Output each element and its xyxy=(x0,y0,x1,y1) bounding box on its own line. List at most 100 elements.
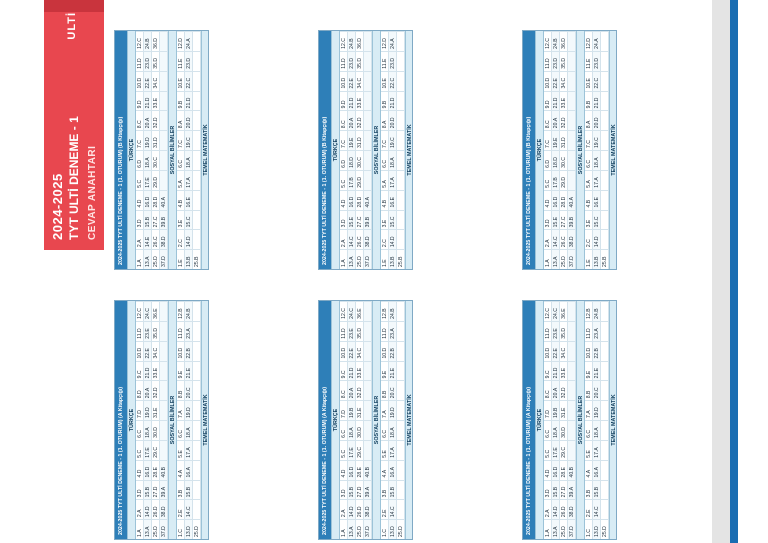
answer-cell: 3.E xyxy=(177,209,184,230)
answer-cell: 11.E xyxy=(585,50,592,71)
answer-cell: 11.D xyxy=(381,320,388,341)
answer-cell: 18.A xyxy=(593,420,600,440)
answer-cell: 11.D xyxy=(136,50,143,71)
answer-cell: 21.D xyxy=(389,90,396,111)
answer-cell: 31.E xyxy=(356,400,363,421)
answer-cell: 26.D xyxy=(560,499,567,520)
answer-row: 25.D xyxy=(601,301,609,539)
answer-row: 1.A 2.A 3.D 4.D 5.C 6.D 7.C 8.C 9.D 10.D 11.D 12.C xyxy=(136,31,144,269)
answer-cell: 5.A xyxy=(381,169,388,190)
answer-cell xyxy=(601,420,608,440)
answer-row: 25.D 26.D 27.D 28.E 29.C 30.D 31.E 32.D 33.E 34.C… xyxy=(560,301,568,539)
answer-cell xyxy=(568,360,575,381)
answer-cell: 5.A xyxy=(177,169,184,190)
answer-cell xyxy=(397,130,404,151)
answer-cell: 3.B xyxy=(381,479,388,500)
section-heading: SOSYAL BİLİMLER xyxy=(372,301,381,539)
answer-cell: 1.A xyxy=(544,249,551,269)
answer-row: 1.C 2.E 3.B 4.A 5.E 6.C 7.A 8.B 9.E 10.D 11.D 12.B xyxy=(177,301,185,539)
answer-cell: 18.A xyxy=(144,420,151,440)
answer-cell: 23.D xyxy=(552,50,559,71)
answer-cell: 15.B xyxy=(144,479,151,500)
answer-cell: 17.E xyxy=(552,439,559,460)
cover-band: 2024-2025 TYT ULTİ DENEME - 1 CEVAP ANAH… xyxy=(44,0,104,250)
answer-cell: 17.E xyxy=(348,439,355,460)
answer-cell: 39.A xyxy=(160,479,167,500)
answer-cell: 33.E xyxy=(152,90,159,111)
answer-row: 13.B 14.D 15.C 16.E 17.A 18.A 19.C 20.D 21.D 22.C… xyxy=(593,31,601,269)
answer-cell: 6.C xyxy=(585,420,592,440)
answer-cell: 21.D xyxy=(552,360,559,381)
answer-cell xyxy=(568,31,575,51)
answer-cell: 1.A xyxy=(544,519,551,539)
answer-cell: 24.B xyxy=(185,301,192,321)
answer-cell xyxy=(397,301,404,321)
answer-cell: 13.D xyxy=(593,519,600,539)
answer-row: 25.D xyxy=(397,301,405,539)
answer-cell: 20.D xyxy=(389,110,396,131)
answer-cell: 37.D xyxy=(364,249,371,269)
answer-cell xyxy=(568,320,575,341)
answer-cell: 16.E xyxy=(593,189,600,210)
answer-cell: 34.C xyxy=(152,340,159,361)
answer-cell: 34.C xyxy=(356,70,363,91)
answer-cell: 25.D xyxy=(397,519,404,539)
answer-row: 1.C 2.E 3.B 4.A 5.E 6.C 7.A 8.B 9.E 10.D 11.D 12.B xyxy=(585,301,593,539)
answer-cell: 25.D xyxy=(560,519,567,539)
answer-cell: 6.D xyxy=(544,150,551,170)
answer-cell xyxy=(601,169,608,190)
answer-cell: 33.E xyxy=(560,360,567,381)
answer-cell: 13.B xyxy=(593,249,600,269)
answer-cell: 34.C xyxy=(560,340,567,361)
answer-cell: 4.D xyxy=(544,189,551,210)
answer-cell: 38.D xyxy=(160,499,167,520)
answer-cell: 3.B xyxy=(585,479,592,500)
answer-row: 25.D 26.D 27.D 28.E 29.C 30.D 31.E 32.D 33.E 34.C… xyxy=(152,301,160,539)
answer-cell: 15.B xyxy=(144,209,151,230)
answer-cell xyxy=(364,169,371,190)
section-heading: TÜRKÇE xyxy=(535,301,544,539)
answer-cell: 21.D xyxy=(144,360,151,381)
answer-cell: 10.E xyxy=(177,70,184,91)
answer-row: 1.A 2.A 3.D 4.D 5.C 6.D 7.C 8.C 9.D 10.D 11.D 12.C xyxy=(340,31,348,269)
answer-cell xyxy=(193,169,200,190)
answer-cell: 27.C xyxy=(356,209,363,230)
answer-row: 25.D 26.D 27.D 28.E 29.C 30.D 31.E 32.D 33.E 34.C… xyxy=(356,301,364,539)
answer-cell: 13.D xyxy=(389,519,396,539)
answer-cell: 16.E xyxy=(185,189,192,210)
answer-row: 13.B 14.D 15.C 16.E 17.A 18.A 19.C 20.D 21.D 22.C… xyxy=(389,31,397,269)
answer-row: 1.A 2.A 3.D 4.D 5.C 6.C 7.D 8.D 9.C 10.D 11.D 12.C xyxy=(136,301,144,539)
answer-cell: 3.D xyxy=(544,209,551,230)
answer-row: 13.A 14.D 15.B 16.D 17.E 18.A 19.D 20.A 21.D 22.E… xyxy=(144,301,152,539)
answer-cell xyxy=(397,150,404,170)
answer-cell: 19.C xyxy=(389,130,396,151)
section-heading: TÜRKÇE xyxy=(127,31,136,269)
answer-cell: 28.D xyxy=(356,189,363,210)
answer-cell: 24.B xyxy=(593,301,600,321)
answer-cell: 16.A xyxy=(185,459,192,480)
band-text-stack: 2024-2025 TYT ULTİ DENEME - 1 CEVAP ANAH… xyxy=(44,0,104,250)
answer-cell xyxy=(193,479,200,500)
page-edge-blue xyxy=(730,0,738,543)
answer-cell: 17.A xyxy=(185,439,192,460)
answer-cell: 30.D xyxy=(356,420,363,440)
answer-cell: 2.C xyxy=(381,229,388,250)
answer-cell: 7.C xyxy=(544,130,551,151)
answer-cell xyxy=(568,340,575,361)
answer-cell: 6.C xyxy=(177,150,184,170)
section-heading: TEMEL MATEMATİK xyxy=(405,301,412,539)
answer-cell: 1.C xyxy=(177,519,184,539)
answer-cell: 11.D xyxy=(340,50,347,71)
section-heading: TÜRKÇE xyxy=(535,31,544,269)
answer-cell: 2.A xyxy=(136,229,143,250)
answer-cell: 6.C xyxy=(381,150,388,170)
answer-cell: 4.D xyxy=(136,189,143,210)
answer-cell xyxy=(160,320,167,341)
answer-cell: 25.D xyxy=(152,249,159,269)
answer-cell: 29.D xyxy=(356,169,363,190)
answer-cell xyxy=(601,439,608,460)
answer-cell: 5.C xyxy=(136,169,143,190)
answer-cell xyxy=(160,301,167,321)
answer-cell: 22.E xyxy=(144,70,151,91)
answer-cell: 10.D xyxy=(177,340,184,361)
